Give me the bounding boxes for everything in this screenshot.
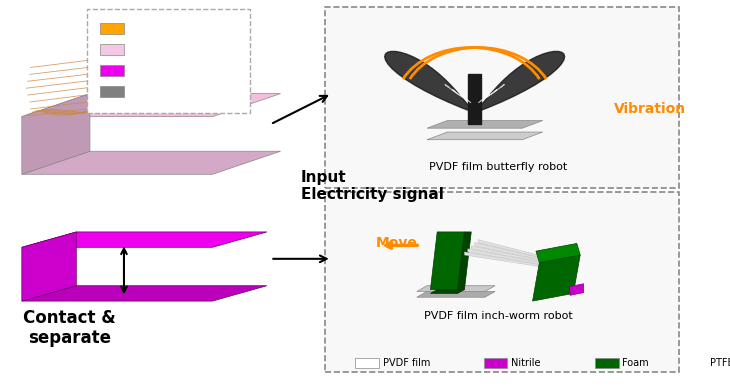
Bar <box>483 358 507 368</box>
Text: Al film: Al film <box>131 87 164 97</box>
Polygon shape <box>22 94 280 116</box>
Polygon shape <box>468 249 539 264</box>
Text: Nitrile Rubber: Nitrile Rubber <box>131 65 203 75</box>
Polygon shape <box>478 240 539 257</box>
Polygon shape <box>474 243 539 260</box>
Bar <box>100 65 124 76</box>
Text: PVDF film butterfly robot: PVDF film butterfly robot <box>429 162 568 171</box>
Text: Move: Move <box>376 236 418 250</box>
Polygon shape <box>458 232 472 289</box>
Polygon shape <box>472 246 539 262</box>
Polygon shape <box>474 51 564 113</box>
Text: Nitrile: Nitrile <box>511 358 540 368</box>
Polygon shape <box>22 232 77 301</box>
Polygon shape <box>22 286 267 301</box>
Text: Foam: Foam <box>623 358 649 368</box>
FancyBboxPatch shape <box>87 9 250 113</box>
Text: PTFE: PTFE <box>710 358 730 368</box>
Polygon shape <box>427 132 543 140</box>
Bar <box>356 358 380 368</box>
Text: Vibration: Vibration <box>614 102 686 116</box>
Text: Contact &
separate: Contact & separate <box>23 308 116 348</box>
Text: PVDF film: PVDF film <box>383 358 430 368</box>
Polygon shape <box>22 232 267 247</box>
Bar <box>100 22 124 34</box>
Polygon shape <box>468 74 482 124</box>
Text: Cu wool: Cu wool <box>131 23 172 33</box>
Polygon shape <box>431 289 464 293</box>
Polygon shape <box>22 151 280 174</box>
Polygon shape <box>536 243 580 263</box>
Polygon shape <box>22 94 90 174</box>
FancyBboxPatch shape <box>325 7 679 188</box>
Polygon shape <box>417 286 495 291</box>
FancyBboxPatch shape <box>325 192 679 372</box>
Polygon shape <box>431 232 464 289</box>
Polygon shape <box>417 291 495 297</box>
Polygon shape <box>570 284 583 295</box>
Polygon shape <box>464 252 539 267</box>
Text: Silicone Rubber: Silicone Rubber <box>131 45 212 55</box>
Polygon shape <box>385 51 474 113</box>
Bar <box>100 86 124 98</box>
Polygon shape <box>533 255 580 301</box>
Polygon shape <box>427 120 543 128</box>
Bar <box>683 358 706 368</box>
Bar <box>100 44 124 55</box>
Bar <box>595 358 619 368</box>
Text: Input
Electricity signal: Input Electricity signal <box>301 170 444 202</box>
Text: PVDF film inch-worm robot: PVDF film inch-worm robot <box>424 312 573 322</box>
